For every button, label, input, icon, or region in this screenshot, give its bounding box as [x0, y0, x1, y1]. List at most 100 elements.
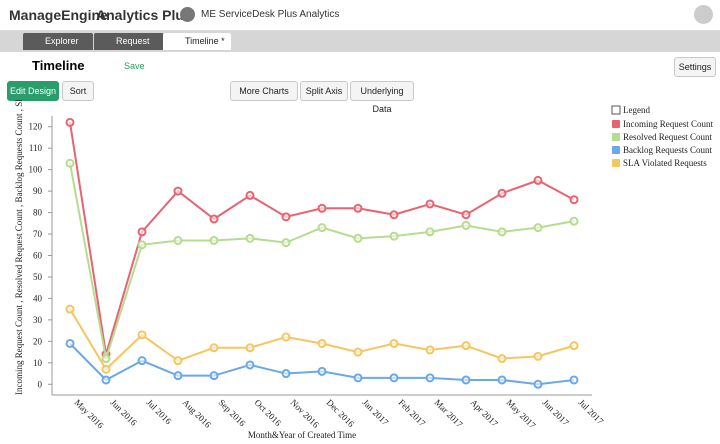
x-tick-label: Sep 2016 [217, 397, 248, 428]
legend-swatch [612, 120, 620, 128]
settings[interactable]: Settings [674, 57, 716, 77]
legend-label: Incoming Request Count [623, 119, 713, 129]
x-tick-label: Mar 2017 [433, 397, 465, 429]
x-axis-label: Month&Year of Created Time [248, 430, 356, 440]
point [425, 199, 435, 209]
y-axis-label: Incoming Request Count , Resolved Reques… [14, 100, 24, 395]
save[interactable]: Save [124, 61, 145, 71]
legend-title: Legend [623, 105, 650, 115]
legend-swatch [612, 146, 620, 154]
x-tick-label: May 2017 [505, 397, 538, 430]
point [209, 371, 219, 381]
x-tick-label: Jan 2017 [361, 397, 391, 427]
point [101, 364, 111, 374]
point [137, 240, 147, 250]
home-icon[interactable] [180, 7, 195, 22]
y-tick-label: 90 [33, 186, 43, 196]
x-tick-label: Jun 2017 [541, 397, 572, 428]
point [425, 345, 435, 355]
point [497, 375, 507, 385]
point [569, 375, 579, 385]
edit-design[interactable]: Edit Design [7, 81, 59, 101]
point [65, 117, 75, 127]
point [245, 360, 255, 370]
x-tick-label: Apr 2017 [469, 397, 501, 429]
product: Analytics Plus [96, 7, 192, 23]
point [497, 188, 507, 198]
point [173, 371, 183, 381]
point [389, 373, 399, 383]
point [533, 223, 543, 233]
point [461, 220, 471, 230]
x-tick-label: Nov 2016 [289, 397, 322, 430]
point [461, 375, 471, 385]
point [317, 203, 327, 213]
y-tick-label: 10 [33, 358, 43, 368]
y-tick-label: 0 [38, 379, 43, 389]
y-tick-label: 100 [29, 165, 43, 175]
legend-label: Resolved Request Count [623, 132, 712, 142]
workspace[interactable]: ME ServiceDesk Plus Analytics [201, 9, 340, 20]
x-tick-label: Dec 2016 [325, 397, 357, 429]
avatar[interactable] [694, 5, 713, 24]
point [245, 190, 255, 200]
point [209, 343, 219, 353]
legend-check [611, 105, 621, 115]
point [497, 354, 507, 364]
x-tick-label: Jun 2016 [109, 397, 140, 428]
x-tick-label: Feb 2017 [397, 397, 428, 428]
tab-bar: Explorer Request Timeline * [0, 31, 720, 52]
point [569, 341, 579, 351]
point [461, 341, 471, 351]
point [281, 332, 291, 342]
title: Timeline [32, 58, 85, 73]
sort[interactable]: Sort [62, 81, 94, 101]
point [209, 214, 219, 224]
y-tick-label: 70 [33, 229, 43, 239]
tab[interactable]: Request [94, 33, 164, 50]
point [209, 235, 219, 245]
point [353, 347, 363, 357]
x-tick-label: Aug 2016 [181, 397, 214, 430]
point [173, 356, 183, 366]
underlying-data[interactable]: Underlying Data [350, 81, 414, 114]
point [137, 356, 147, 366]
y-tick-label: 60 [33, 251, 43, 261]
point [389, 210, 399, 220]
split-axis[interactable]: Split Axis [300, 81, 348, 101]
legend-label: Backlog Requests Count [623, 145, 712, 155]
point [533, 175, 543, 185]
point [533, 351, 543, 361]
y-tick-label: 120 [29, 122, 43, 132]
point [101, 354, 111, 364]
point [317, 338, 327, 348]
point [137, 227, 147, 237]
point [137, 330, 147, 340]
legend-swatch [612, 133, 620, 141]
y-tick-label: 80 [33, 208, 43, 218]
point [389, 338, 399, 348]
tab[interactable]: Timeline * [163, 33, 231, 50]
legend-swatch [612, 159, 620, 167]
point [317, 223, 327, 233]
point [173, 235, 183, 245]
tab[interactable]: Explorer [23, 33, 93, 50]
point [281, 212, 291, 222]
point [101, 375, 111, 385]
x-tick-label: Jul 2017 [577, 397, 606, 426]
point [65, 304, 75, 314]
point [425, 227, 435, 237]
point [425, 373, 435, 383]
point [317, 366, 327, 376]
point [173, 186, 183, 196]
point [245, 233, 255, 243]
y-tick-label: 20 [33, 336, 43, 346]
point [461, 210, 471, 220]
point [353, 203, 363, 213]
more-charts[interactable]: More Charts [230, 81, 298, 101]
point [65, 158, 75, 168]
x-tick-label: May 2016 [73, 397, 106, 430]
point [497, 227, 507, 237]
point [353, 233, 363, 243]
